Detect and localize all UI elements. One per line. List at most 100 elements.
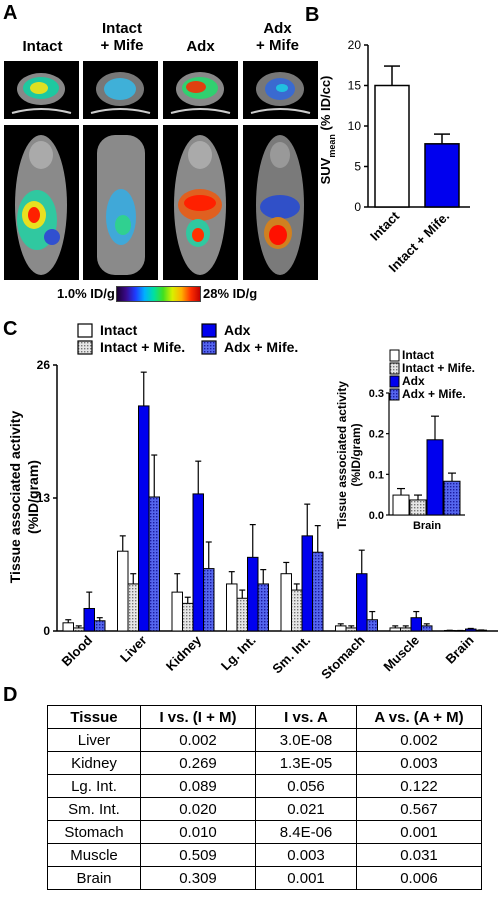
inset-bar <box>443 480 461 516</box>
tissue-category-label: Liver <box>117 633 150 666</box>
tissue-legend-swatch <box>201 323 217 338</box>
tissue-bar <box>421 625 433 632</box>
colorbar-min-label: 1.0% ID/g <box>57 286 115 301</box>
table-cell: 0.001 <box>356 820 482 844</box>
table-cell: Liver <box>47 728 141 752</box>
colorbar <box>116 286 201 302</box>
tissue-bar <box>291 589 303 632</box>
tissue-bar <box>236 597 248 632</box>
tissue-category-label: Kidney <box>163 632 205 674</box>
inset-legend-label: Adx + Mife. <box>402 387 466 401</box>
inset-ytick-label: 0.0 <box>369 510 384 522</box>
table-cell: 0.003 <box>356 751 482 775</box>
table-row: Muscle 0.509 0.003 0.031 <box>47 843 482 867</box>
header-tissue: Tissue <box>47 705 141 729</box>
table-cell: 0.020 <box>140 797 256 821</box>
tissue-ytick-label: 0 <box>43 624 50 638</box>
table-cell: 0.031 <box>356 843 482 867</box>
scan-coronal-adx-mife <box>243 125 318 280</box>
table-row: Kidney 0.269 1.3E-05 0.003 <box>47 751 482 775</box>
scan-axial-intact <box>4 61 79 119</box>
table-cell: 3.0E-08 <box>255 728 357 752</box>
table-cell: 1.3E-05 <box>255 751 357 775</box>
table-cell: Muscle <box>47 843 141 867</box>
tissue-bar <box>335 625 347 632</box>
table-cell: 8.4E-06 <box>255 820 357 844</box>
tissue-legend-label: Intact <box>100 322 138 338</box>
colorbar-max-label: 28% ID/g <box>203 286 258 301</box>
suv-bar-1 <box>424 143 460 208</box>
tissue-bar <box>366 619 378 632</box>
table-cell: 0.309 <box>140 866 256 890</box>
tissue-bar <box>312 551 324 632</box>
table-cell: 0.021 <box>255 797 357 821</box>
tissue-category-label: Stomach <box>318 632 367 681</box>
suv-ytick-label: 15 <box>348 79 362 93</box>
tissue-legend-swatch <box>201 340 217 355</box>
tissue-bar <box>301 535 313 632</box>
tissue-legend-swatch <box>77 323 93 338</box>
tissue-bar <box>400 627 412 632</box>
scan-coronal-intact-mife <box>83 125 158 280</box>
inset-legend-label: Intact <box>402 348 434 362</box>
suv-ytick-label: 20 <box>348 38 362 52</box>
table-row: Brain 0.309 0.001 0.006 <box>47 866 482 890</box>
header-i-vs-im: I vs. (I + M) <box>140 705 256 729</box>
tissue-category-label: Blood <box>58 632 95 669</box>
tissue-legend-label: Intact + Mife. <box>100 339 185 355</box>
tissue-bar <box>203 568 215 632</box>
tissue-bar <box>192 493 204 632</box>
tissue-bar <box>356 573 368 632</box>
tissue-bar <box>389 627 401 632</box>
scan-axial-adx-mife <box>243 61 318 119</box>
table-cell: 0.056 <box>255 774 357 798</box>
tissue-bar <box>444 629 456 632</box>
scan-axial-adx <box>163 61 238 119</box>
tissue-ytick-label: 13 <box>37 491 51 505</box>
inset-legend-swatch <box>389 349 400 362</box>
tissue-category-label: Muscle <box>380 633 422 675</box>
table-cell: 0.089 <box>140 774 256 798</box>
tissue-bar <box>62 622 74 632</box>
table-cell: 0.006 <box>356 866 482 890</box>
scan-coronal-intact <box>4 125 79 280</box>
table-cell: Lg. Int. <box>47 774 141 798</box>
tissue-bar <box>94 620 106 632</box>
table-cell: 0.010 <box>140 820 256 844</box>
panel-label-d: D <box>3 684 18 706</box>
panel-label-c: C <box>3 318 18 340</box>
table-header-row: Tissue I vs. (I + M) I vs. A A vs. (A + … <box>47 705 482 729</box>
tissue-category-label: Lg. Int. <box>218 633 259 674</box>
suv-ytick-label: 5 <box>354 160 361 174</box>
suv-ytick-label: 10 <box>348 119 362 133</box>
tissue-category-label: Sm. Int. <box>269 633 313 677</box>
tissue-ylabel-line2: (%ID/gram) <box>25 460 41 534</box>
table-cell: 0.003 <box>255 843 357 867</box>
scan-group-label-intact-mife: Intact + Mife <box>100 20 144 54</box>
table-cell: 0.002 <box>140 728 256 752</box>
tissue-activity-chart: 0 13 26 Blood Liver Kidney Lg. Int. Sm. Int. Sto… <box>7 322 498 682</box>
tissue-bar <box>127 583 139 632</box>
inset-legend-swatch <box>389 362 400 375</box>
inset-legend-label: Adx <box>402 374 425 388</box>
header-i-vs-a: I vs. A <box>255 705 357 729</box>
table-row: Sm. Int. 0.020 0.021 0.567 <box>47 797 482 821</box>
tissue-bar <box>117 550 129 632</box>
table-cell: Kidney <box>47 751 141 775</box>
header-a-vs-am: A vs. (A + M) <box>356 705 482 729</box>
tissue-bar <box>410 617 422 632</box>
inset-bar <box>426 439 444 516</box>
table-cell: Stomach <box>47 820 141 844</box>
table-cell: 0.002 <box>356 728 482 752</box>
scan-group-label-adx-mife: Adx + Mife <box>256 20 299 54</box>
tissue-bar <box>280 573 292 632</box>
tissue-legend-label: Adx + Mife. <box>224 339 298 355</box>
inset-legend-swatch <box>389 375 400 388</box>
tissue-bar <box>171 591 183 632</box>
panel-label-a: A <box>3 2 18 24</box>
tissue-category-label: Brain <box>443 632 477 666</box>
scan-group-label-adx: Adx <box>186 38 215 55</box>
tissue-legend-label: Adx <box>224 322 251 338</box>
inset-ytick-label: 0.1 <box>369 469 384 481</box>
